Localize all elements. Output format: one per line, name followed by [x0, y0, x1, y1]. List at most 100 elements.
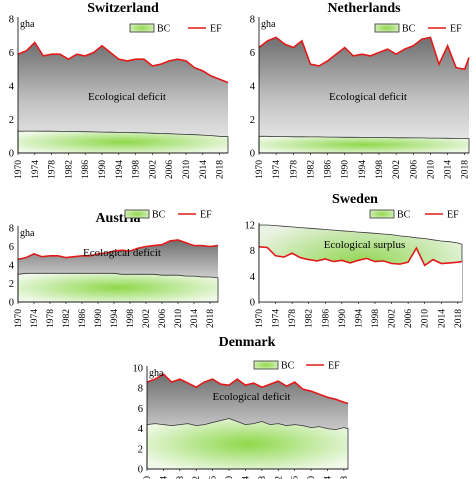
x-tick-label: 1986 [209, 476, 219, 479]
x-tick-label: 1982 [305, 309, 315, 328]
x-tick-label: 1970 [255, 309, 265, 328]
y-tick-label: 8 [250, 15, 255, 26]
x-tick-label: 2010 [174, 309, 184, 328]
y-tick-label: 6 [9, 242, 14, 253]
x-tick-label: 1974 [159, 476, 169, 479]
legend: BC EF [129, 24, 222, 35]
y-tick-label: 2 [250, 115, 255, 126]
legend: BC EF [124, 209, 212, 221]
y-unit-label: gha [261, 19, 276, 30]
x-tick-label: 1994 [110, 309, 120, 328]
chart-sweden: 0 4 8 12 1970 1974 1978 1982 1986 1990 1994 1998 200… [245, 192, 464, 328]
x-tick-label: 1978 [176, 476, 186, 479]
legend-ef-label: EF [450, 24, 462, 35]
y-tick-label: 4 [9, 82, 15, 93]
x-tick-label: 2014 [437, 309, 447, 328]
x-tick-label: 2014 [444, 160, 454, 179]
x-tick-label: 1982 [64, 160, 74, 179]
x-tick-label: 1970 [255, 160, 265, 179]
x-tick-label: 2018 [216, 160, 226, 179]
x-tick-label: 1986 [324, 160, 334, 179]
x-tick-label: 2010 [421, 309, 431, 328]
y-unit-label: gha [20, 228, 35, 239]
x-tick-label: 1970 [14, 160, 24, 179]
y-tick-label: 0 [138, 465, 143, 476]
x-tick-label: 2014 [190, 309, 200, 328]
x-tick-label: 1994 [354, 309, 364, 328]
ef-line [258, 36, 470, 71]
x-tick-label: 2002 [148, 160, 158, 179]
legend-bc-swatch [124, 209, 150, 219]
x-tick-label: 1998 [132, 160, 142, 179]
x-tick-label: 2018 [206, 309, 216, 328]
legend: BC EF [253, 360, 340, 372]
ef-area [259, 246, 462, 302]
legend-bc-label: BC [281, 361, 295, 372]
bc-area [17, 272, 219, 303]
y-tick-label: 6 [138, 404, 143, 415]
legend: BC EF [369, 209, 459, 221]
legend-bc-swatch [253, 360, 279, 370]
y-tick-label: 2 [138, 444, 143, 455]
x-tick-label: 1978 [48, 160, 58, 179]
x-tick-label: 1986 [78, 309, 88, 328]
x-tick-label: 1970 [14, 309, 24, 328]
y-tick-label: 0 [250, 298, 255, 309]
legend-bc-label: BC [402, 24, 416, 35]
y-unit-label: gha [149, 368, 164, 379]
legend-ef-label: EF [200, 210, 212, 221]
x-tick-label: 1990 [225, 476, 235, 479]
y-tick-label: 4 [9, 261, 15, 272]
x-tick-label: 2018 [461, 160, 471, 179]
x-tick-label: 1990 [338, 309, 348, 328]
legend: BC EF [374, 23, 462, 35]
x-tick-label: 2006 [291, 476, 301, 479]
y-tick-label: 10 [133, 364, 144, 375]
x-tick-label: 1974 [272, 160, 282, 179]
bc-area [258, 135, 470, 154]
legend-ef-label: EF [447, 210, 459, 221]
chart-title: Denmark [219, 335, 276, 350]
chart-denmark: 0 2 4 6 8 10 1970 1974 1978 1982 1986 1990 1994 1998 2… [133, 335, 350, 479]
x-tick-label: 2006 [404, 309, 414, 328]
x-tick-label: 1990 [98, 160, 108, 179]
x-tick-label: 1998 [371, 309, 381, 328]
x-tick-label: 1986 [321, 309, 331, 328]
ef-line [17, 239, 219, 261]
legend-bc-label: BC [397, 210, 411, 221]
y-tick-label: 12 [245, 221, 256, 232]
x-tick-label: 2006 [165, 160, 175, 179]
x-tick-label: 1990 [94, 309, 104, 328]
y-tick-label: 4 [250, 82, 256, 93]
x-tick-label: 2002 [392, 160, 402, 179]
area-annotation: Ecological deficit [213, 391, 291, 403]
x-tick-label: 1986 [81, 160, 91, 179]
x-tick-label: 1994 [358, 160, 368, 179]
x-tick-label: 1982 [306, 160, 316, 179]
legend-bc-label: BC [157, 24, 171, 35]
legend-bc-swatch [374, 23, 400, 33]
area-annotation: Ecological surplus [324, 239, 406, 251]
ef-area [259, 37, 469, 153]
x-tick-label: 1994 [241, 476, 251, 479]
x-tick-label: 1974 [272, 309, 282, 328]
x-tick-label: 2002 [142, 309, 152, 328]
x-tick-label: 1982 [192, 476, 202, 479]
y-tick-label: 2 [9, 115, 14, 126]
x-tick-label: 1978 [288, 309, 298, 328]
legend-bc-swatch [369, 209, 395, 219]
x-tick-label: 1974 [30, 309, 40, 328]
y-unit-label: gha [20, 19, 35, 30]
legend-bc-label: BC [152, 210, 166, 221]
y-tick-label: 8 [250, 246, 255, 257]
x-tick-label: 1982 [62, 309, 72, 328]
y-tick-label: 2 [9, 279, 14, 290]
y-tick-label: 0 [250, 149, 255, 160]
x-tick-label: 2010 [426, 160, 436, 179]
y-tick-label: 0 [9, 298, 14, 309]
area-annotation: Ecological deficit [83, 247, 161, 259]
ef-line [17, 41, 229, 84]
x-tick-label: 2002 [388, 309, 398, 328]
bc-area [146, 418, 349, 470]
y-tick-label: 4 [250, 272, 256, 283]
